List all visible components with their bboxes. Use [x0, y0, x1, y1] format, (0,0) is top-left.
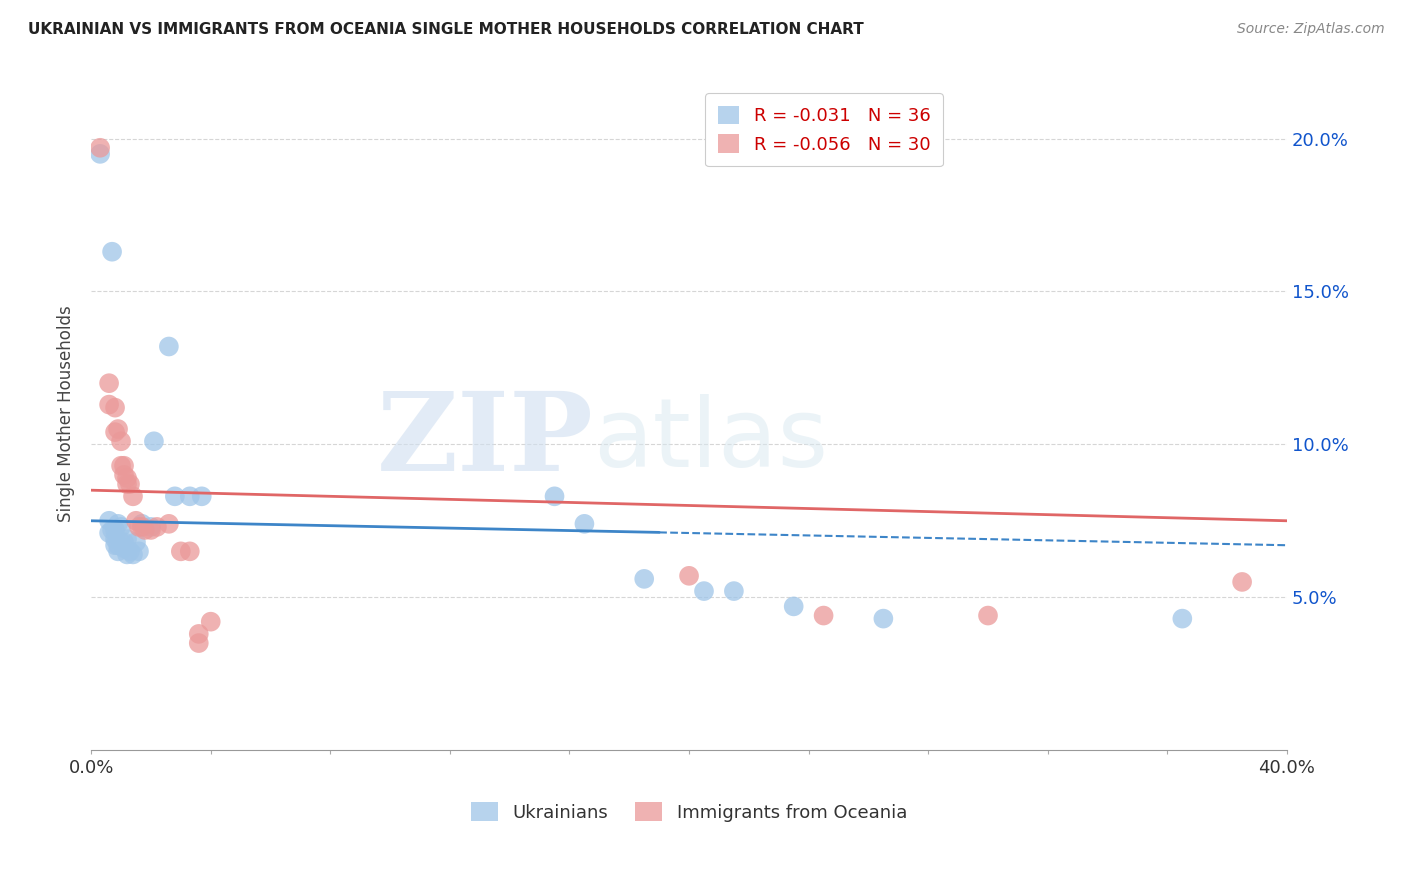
Point	[110, 458, 132, 473]
Point	[112, 541, 135, 556]
Point	[872, 612, 894, 626]
Point	[128, 544, 150, 558]
Point	[122, 489, 145, 503]
Point	[139, 520, 162, 534]
Point	[179, 544, 201, 558]
Point	[200, 615, 222, 629]
Point	[98, 398, 121, 412]
Point	[107, 516, 129, 531]
Point	[104, 425, 127, 439]
Point	[157, 516, 180, 531]
Point	[115, 471, 138, 485]
Point	[101, 523, 124, 537]
Point	[98, 376, 121, 391]
Point	[179, 489, 201, 503]
Point	[110, 535, 132, 549]
Point	[574, 516, 596, 531]
Point	[104, 401, 127, 415]
Point	[783, 599, 806, 614]
Point	[128, 520, 150, 534]
Point	[142, 434, 165, 449]
Point	[104, 538, 127, 552]
Point	[110, 434, 132, 449]
Point	[115, 532, 138, 546]
Point	[146, 520, 169, 534]
Point	[131, 516, 153, 531]
Point	[813, 608, 835, 623]
Point	[131, 520, 153, 534]
Point	[118, 477, 141, 491]
Point	[101, 244, 124, 259]
Text: ZIP: ZIP	[377, 387, 593, 494]
Point	[122, 548, 145, 562]
Point	[112, 458, 135, 473]
Point	[543, 489, 565, 503]
Point	[89, 147, 111, 161]
Point	[693, 584, 716, 599]
Point	[125, 514, 148, 528]
Point	[107, 538, 129, 552]
Point	[110, 520, 132, 534]
Point	[1171, 612, 1194, 626]
Point	[723, 584, 745, 599]
Point	[104, 523, 127, 537]
Point	[187, 636, 209, 650]
Point	[157, 339, 180, 353]
Point	[170, 544, 193, 558]
Point	[1230, 574, 1253, 589]
Point	[112, 535, 135, 549]
Point	[977, 608, 1000, 623]
Text: atlas: atlas	[593, 394, 828, 487]
Point	[134, 523, 156, 537]
Point	[118, 544, 141, 558]
Text: UKRAINIAN VS IMMIGRANTS FROM OCEANIA SINGLE MOTHER HOUSEHOLDS CORRELATION CHART: UKRAINIAN VS IMMIGRANTS FROM OCEANIA SIN…	[28, 22, 863, 37]
Point	[191, 489, 214, 503]
Text: Source: ZipAtlas.com: Source: ZipAtlas.com	[1237, 22, 1385, 37]
Y-axis label: Single Mother Households: Single Mother Households	[58, 305, 75, 522]
Point	[187, 627, 209, 641]
Point	[104, 532, 127, 546]
Point	[115, 548, 138, 562]
Point	[115, 477, 138, 491]
Point	[98, 514, 121, 528]
Point	[98, 526, 121, 541]
Point	[125, 535, 148, 549]
Point	[112, 467, 135, 482]
Point	[633, 572, 655, 586]
Point	[107, 422, 129, 436]
Point	[678, 569, 700, 583]
Legend: Ukrainians, Immigrants from Oceania: Ukrainians, Immigrants from Oceania	[471, 803, 907, 822]
Point	[89, 141, 111, 155]
Point	[107, 544, 129, 558]
Point	[163, 489, 186, 503]
Point	[139, 523, 162, 537]
